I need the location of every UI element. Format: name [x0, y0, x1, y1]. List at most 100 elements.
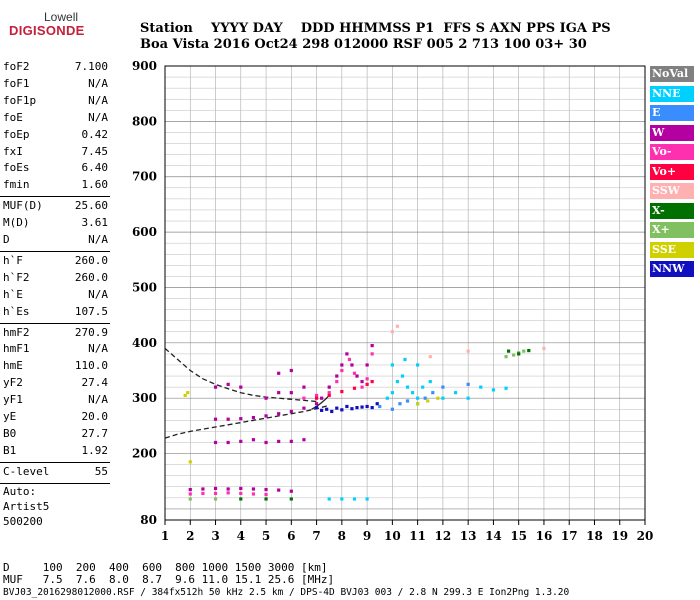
- footer-distance-row: D 100 200 400 600 800 1000 1500 3000 [km…: [3, 561, 328, 574]
- param-row-group1: foE N/A: [3, 111, 108, 125]
- param-value: N/A: [88, 287, 108, 301]
- param-row-group3: h`F2 260.0: [3, 271, 108, 285]
- param-separator: [0, 196, 110, 198]
- data-point: [395, 324, 400, 328]
- param-row-group5: C-level 55: [3, 465, 108, 479]
- x-tick-label: 7: [312, 529, 320, 543]
- x-tick-label: 6: [287, 529, 295, 543]
- param-value: 6.40: [81, 161, 109, 175]
- data-point: [226, 487, 230, 491]
- param-label: yF2: [3, 376, 23, 390]
- header-labels: Station YYYY DAY DDD HHMMSS P1 FFS S AXN…: [140, 21, 611, 36]
- x-tick-label: 2: [186, 529, 194, 543]
- x-tick-label: 4: [237, 529, 245, 543]
- data-point: [264, 396, 268, 400]
- data-point: [239, 486, 243, 491]
- data-point: [542, 346, 546, 350]
- data-point: [398, 402, 402, 406]
- data-point: [504, 386, 508, 390]
- data-point: [188, 497, 192, 501]
- param-value: 27.7: [81, 426, 109, 440]
- param-label: foF2: [3, 60, 30, 73]
- data-point: [251, 438, 256, 442]
- data-point: [335, 379, 339, 384]
- y-tick-label: 700: [132, 170, 157, 184]
- data-point: [390, 407, 394, 411]
- footer-file-info: BVJ03_2016298012000.RSF / 384fx512h 50 k…: [3, 587, 570, 598]
- param-label: h`Es: [3, 304, 30, 318]
- plot-frame: [164, 65, 646, 521]
- param-value: 55: [94, 464, 108, 478]
- x-tick-label: 16: [536, 529, 553, 543]
- data-point: [416, 396, 420, 400]
- data-point: [410, 391, 415, 395]
- data-point: [327, 393, 331, 398]
- x-tick-label: 9: [363, 529, 371, 543]
- legend-item: Vo-: [650, 144, 694, 160]
- param-label: yF1: [3, 393, 23, 407]
- data-point: [405, 399, 410, 403]
- data-point: [352, 371, 357, 375]
- x-tick-label: 1: [161, 529, 169, 543]
- data-point: [239, 417, 243, 421]
- param-row-group3: h`F 260.0: [3, 254, 108, 268]
- param-value: N/A: [88, 76, 108, 90]
- param-row-group1: foEp 0.42: [3, 128, 108, 142]
- x-tick-label: 8: [338, 529, 346, 543]
- data-point: [466, 382, 470, 386]
- x-tick-label: 13: [460, 529, 477, 543]
- data-point: [289, 489, 293, 493]
- param-label: D: [3, 233, 10, 246]
- data-point: [183, 393, 187, 398]
- data-point: [213, 385, 218, 389]
- data-point: [441, 396, 445, 400]
- data-point: [370, 406, 374, 410]
- param-row-group4: yE 20.0: [3, 410, 108, 424]
- data-point: [314, 402, 319, 406]
- param-label: foEs: [3, 161, 30, 175]
- data-point: [390, 391, 394, 395]
- param-value: N/A: [88, 342, 108, 356]
- param-row-group1: foF1p N/A: [3, 94, 108, 108]
- data-point: [226, 417, 230, 421]
- data-point: [251, 415, 256, 420]
- data-point: [355, 374, 359, 378]
- brand-lowell: Lowell: [44, 10, 79, 24]
- param-label: B1: [3, 443, 17, 457]
- param-label: MUF(D): [3, 199, 43, 213]
- data-point: [365, 382, 369, 386]
- data-point: [289, 439, 293, 443]
- data-point: [352, 386, 357, 390]
- param-row-group4: yF2 27.4: [3, 376, 108, 390]
- data-point: [188, 460, 192, 464]
- param-value: 25.60: [74, 199, 108, 213]
- data-point: [327, 385, 331, 389]
- x-tick-label: 11: [409, 529, 426, 543]
- param-row-group3: h`Es 107.5: [3, 305, 108, 319]
- data-point: [365, 363, 369, 367]
- x-tick-label: 19: [611, 529, 628, 543]
- legend-item: X+: [650, 222, 694, 238]
- data-point: [320, 396, 324, 400]
- x-tick-label: 18: [586, 529, 603, 543]
- data-point: [504, 355, 508, 359]
- param-row-group1: foEs 6.40: [3, 161, 108, 175]
- data-point: [264, 497, 268, 501]
- param-row-group4: B1 1.92: [3, 444, 108, 458]
- param-value: N/A: [88, 110, 108, 124]
- data-point: [390, 363, 394, 367]
- data-point: [405, 385, 410, 389]
- y-tick-label: 600: [132, 225, 157, 239]
- param-row-group1: fmin 1.60: [3, 178, 108, 192]
- data-point: [327, 391, 331, 395]
- data-point: [213, 497, 218, 501]
- data-point: [506, 349, 511, 353]
- param-value: 260.0: [74, 270, 108, 284]
- trace-O: [164, 347, 317, 403]
- param-label: foF1: [3, 76, 30, 90]
- data-point: [423, 396, 427, 400]
- param-row-group4: hmF2 270.9: [3, 326, 108, 340]
- param-label: B0: [3, 426, 17, 440]
- param-row-group4: hmF1 N/A: [3, 342, 108, 356]
- param-label: foF1p: [3, 93, 37, 107]
